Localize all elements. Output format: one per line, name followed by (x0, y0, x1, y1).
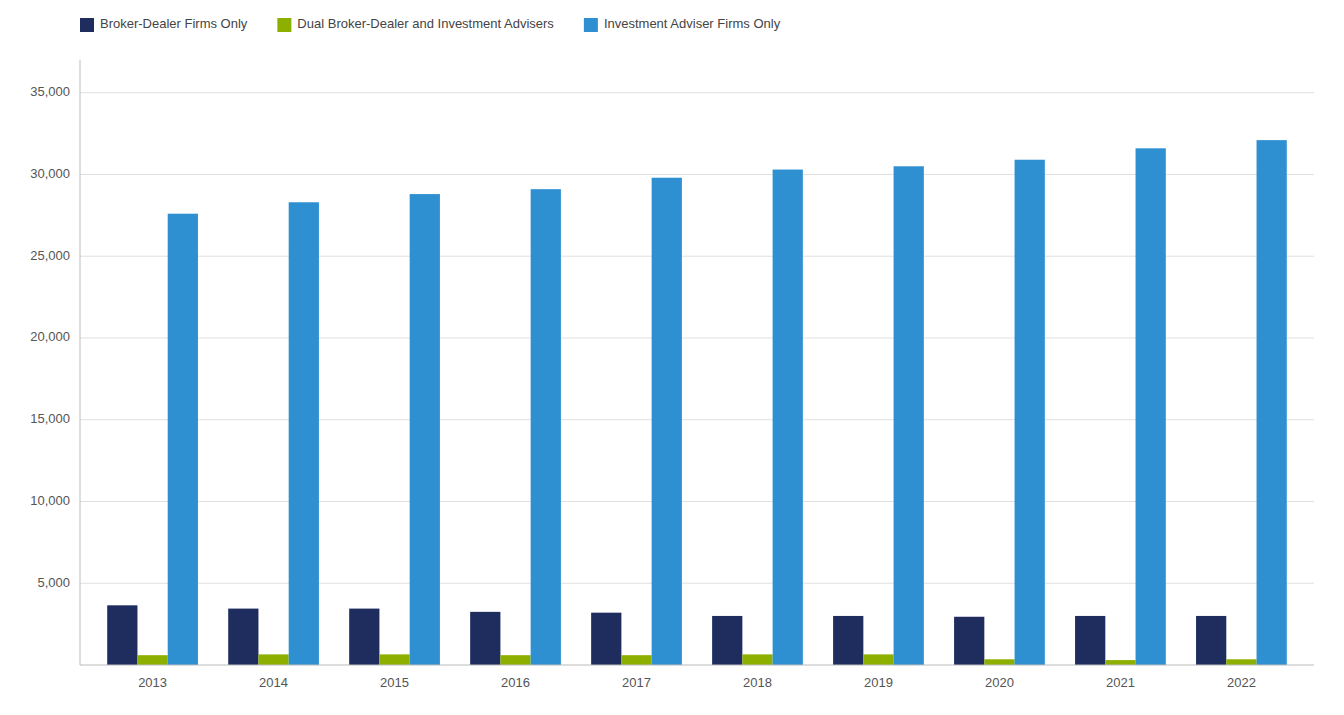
x-axis-line (80, 665, 1314, 666)
chart-container: 5,000 10,000 15,000 20,000 25,000 30,000 35,00… (0, 0, 1344, 715)
bar (1105, 660, 1135, 665)
x-tick-label: 2018 (743, 675, 772, 690)
y-tick-label: 35,000 (30, 84, 70, 99)
bar (984, 659, 1014, 665)
bar (954, 617, 984, 665)
y-tick-label: 10,000 (30, 493, 70, 508)
grid (80, 93, 1314, 584)
bar (1075, 616, 1105, 665)
legend-swatch (277, 18, 291, 32)
bar (168, 214, 198, 665)
bar (894, 166, 924, 665)
legend-swatch (584, 18, 598, 32)
bar (1136, 148, 1166, 665)
bar (591, 613, 621, 665)
bars (107, 140, 1287, 665)
bar (470, 612, 500, 665)
bar (349, 609, 379, 665)
y-tick-label: 30,000 (30, 166, 70, 181)
bar (228, 609, 258, 665)
bar (712, 616, 742, 665)
bar (652, 178, 682, 665)
y-axis-line (80, 60, 81, 665)
bar (289, 202, 319, 665)
y-tick-label: 15,000 (30, 411, 70, 426)
bar (258, 654, 288, 665)
x-tick-label: 2016 (501, 675, 530, 690)
x-tick-label: 2013 (138, 675, 167, 690)
bar (621, 655, 651, 665)
bar (1015, 160, 1045, 665)
grid-line (80, 501, 1314, 502)
x-tick-label: 2017 (622, 675, 651, 690)
bar (833, 616, 863, 665)
bar (1196, 616, 1226, 665)
bar (863, 654, 893, 665)
y-tick-label: 20,000 (30, 329, 70, 344)
bar (410, 194, 440, 665)
y-tick-label: 25,000 (30, 248, 70, 263)
bar (379, 654, 409, 665)
x-tick-label: 2021 (1106, 675, 1135, 690)
bar (1257, 140, 1287, 665)
grid-line (80, 256, 1314, 257)
bar (773, 170, 803, 665)
legend: Broker-Dealer Firms Only Dual Broker-Deal… (80, 16, 781, 32)
legend-label: Dual Broker-Dealer and Investment Advise… (297, 16, 554, 31)
bar (531, 189, 561, 665)
x-tick-label: 2019 (864, 675, 893, 690)
x-tick-label: 2022 (1227, 675, 1256, 690)
grid-line (80, 337, 1314, 338)
grid-line (80, 419, 1314, 420)
chart-svg: 5,000 10,000 15,000 20,000 25,000 30,000 35,00… (0, 0, 1344, 715)
grid-line (80, 92, 1314, 93)
bar (500, 655, 530, 665)
legend-swatch (80, 18, 94, 32)
bar (742, 654, 772, 665)
bar (107, 605, 137, 665)
x-tick-label: 2020 (985, 675, 1014, 690)
bar (137, 655, 167, 665)
grid-line (80, 174, 1314, 175)
x-tick-label: 2015 (380, 675, 409, 690)
grid-line (80, 583, 1314, 584)
x-tick-label: 2014 (259, 675, 288, 690)
bar (1226, 659, 1256, 665)
y-tick-label: 5,000 (37, 575, 70, 590)
legend-label: Broker-Dealer Firms Only (100, 16, 248, 31)
legend-label: Investment Adviser Firms Only (604, 16, 781, 31)
